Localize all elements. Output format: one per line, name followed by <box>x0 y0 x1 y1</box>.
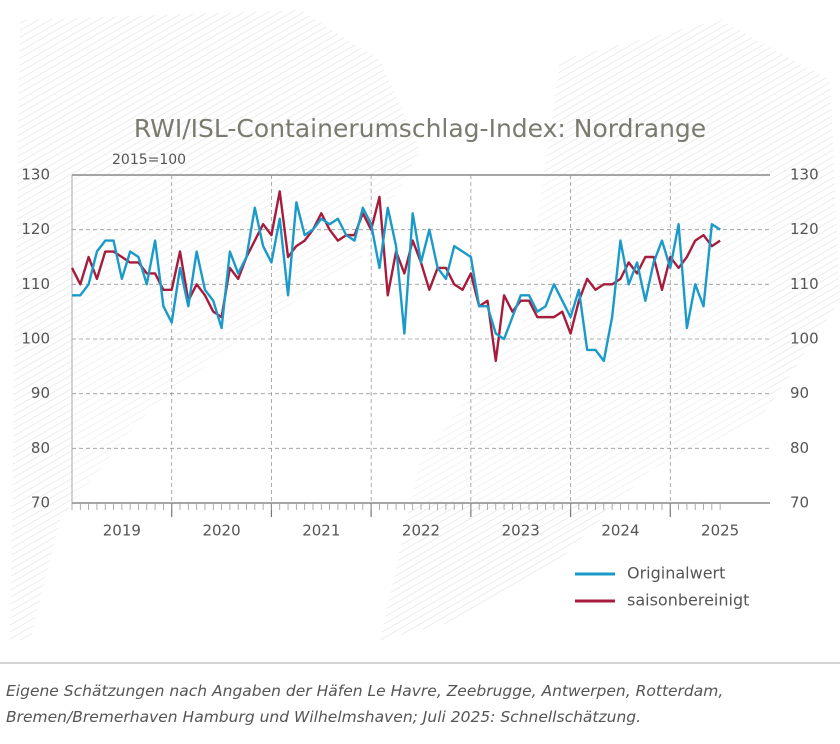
footnote: Eigene Schätzungen nach Angaben der Häfe… <box>6 682 724 700</box>
y-tick-label: 120 <box>21 220 50 238</box>
data-line <box>72 201 721 363</box>
y2-tick-label: 70 <box>790 494 809 512</box>
y-tick-label: 110 <box>21 275 50 293</box>
map-background <box>10 10 420 640</box>
footnote: Bremen/Bremerhaven Hamburg und Wilhelmsh… <box>6 708 642 726</box>
x-tick-label: 2019 <box>103 522 141 540</box>
plot-background <box>72 175 770 503</box>
x-tick-label: 2021 <box>302 522 340 540</box>
y2-tick-label: 120 <box>790 220 819 238</box>
y-tick-label: 130 <box>21 166 50 184</box>
chart-title: RWI/ISL-Containerumschlag-Index: Nordran… <box>134 114 706 143</box>
y2-tick-label: 100 <box>790 330 819 348</box>
chart-subtitle: 2015=100 <box>112 152 186 168</box>
x-tick-label: 2022 <box>402 522 440 540</box>
y-tick-label: 70 <box>31 494 50 512</box>
y2-tick-label: 130 <box>790 166 819 184</box>
x-tick-label: 2020 <box>202 522 240 540</box>
legend-label: Originalwert <box>627 564 725 583</box>
y-tick-label: 80 <box>31 439 50 457</box>
y-tick-label: 90 <box>31 384 50 402</box>
x-tick-label: 2024 <box>601 522 639 540</box>
y2-tick-label: 80 <box>790 439 809 457</box>
y2-tick-label: 110 <box>790 275 819 293</box>
legend-label: saisonbereinigt <box>627 591 749 610</box>
y2-tick-label: 90 <box>790 384 809 402</box>
x-tick-label: 2025 <box>701 522 739 540</box>
x-tick-label: 2023 <box>502 522 540 540</box>
y-tick-label: 100 <box>21 330 50 348</box>
